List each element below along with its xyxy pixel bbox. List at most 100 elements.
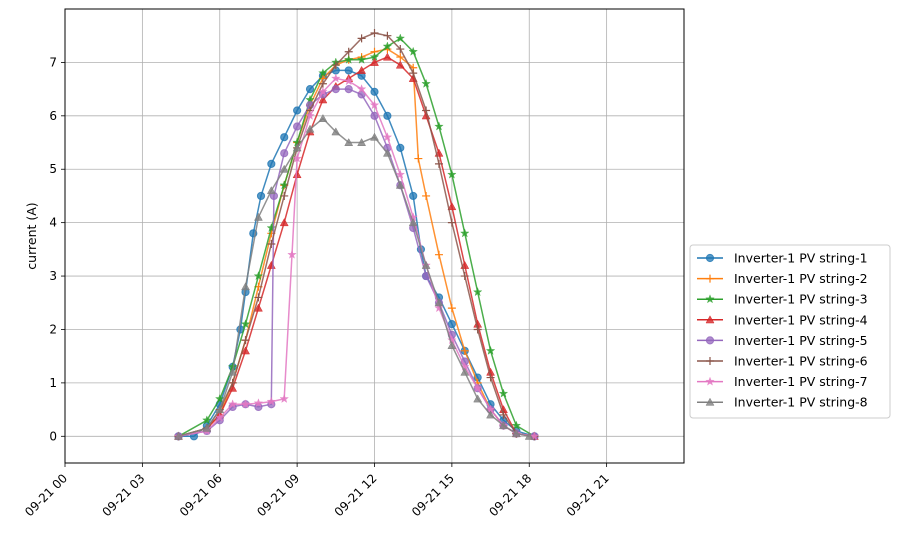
data-point bbox=[253, 398, 264, 408]
data-point bbox=[174, 431, 183, 440]
x-tick-label: 09-21 03 bbox=[99, 471, 147, 519]
data-point bbox=[344, 85, 353, 94]
legend-label: Inverter-1 PV string-3 bbox=[734, 292, 868, 307]
data-point bbox=[241, 282, 250, 291]
y-tick-label: 1 bbox=[49, 376, 57, 390]
data-point bbox=[409, 69, 418, 78]
data-point bbox=[305, 85, 315, 94]
data-point bbox=[331, 127, 341, 136]
x-tick-label: 09-21 09 bbox=[254, 471, 302, 519]
data-point bbox=[473, 325, 482, 334]
y-tick-label: 6 bbox=[49, 109, 57, 123]
data-point bbox=[240, 319, 251, 329]
data-point bbox=[228, 399, 238, 409]
series-8 bbox=[174, 113, 534, 440]
legend-item: Inverter-1 PV string-3 bbox=[697, 292, 868, 307]
data-point bbox=[460, 228, 470, 238]
y-tick-label: 2 bbox=[49, 322, 57, 336]
data-point bbox=[434, 298, 444, 307]
x-tick-label: 09-21 06 bbox=[177, 471, 225, 519]
data-point bbox=[395, 180, 405, 189]
legend-item: Inverter-1 PV string-6 bbox=[697, 354, 868, 369]
data-point bbox=[486, 373, 495, 382]
data-point bbox=[280, 191, 289, 200]
legend-item: Inverter-1 PV string-1 bbox=[697, 251, 868, 266]
legend-marker bbox=[706, 357, 714, 365]
legend-item: Inverter-1 PV string-4 bbox=[697, 312, 868, 327]
legend-marker bbox=[705, 397, 715, 406]
data-point bbox=[370, 132, 379, 141]
y-tick-label: 4 bbox=[49, 216, 57, 230]
data-point bbox=[395, 169, 405, 179]
data-point bbox=[529, 431, 540, 441]
data-point bbox=[266, 223, 276, 232]
legend-marker bbox=[705, 376, 715, 386]
data-point bbox=[447, 202, 457, 211]
data-point bbox=[240, 399, 251, 409]
data-point bbox=[215, 412, 225, 422]
series-5 bbox=[174, 85, 539, 441]
data-point bbox=[318, 95, 328, 104]
data-point bbox=[369, 100, 380, 110]
data-point bbox=[344, 47, 353, 56]
data-point bbox=[344, 66, 353, 75]
data-point bbox=[473, 383, 483, 393]
y-axis-label: current (A) bbox=[24, 202, 39, 269]
data-point bbox=[434, 121, 444, 131]
data-point bbox=[331, 73, 341, 83]
data-point bbox=[485, 345, 496, 355]
legend-item: Inverter-1 PV string-8 bbox=[697, 395, 868, 410]
data-point bbox=[408, 218, 418, 227]
data-point bbox=[254, 293, 263, 302]
data-point bbox=[202, 423, 212, 432]
data-point bbox=[318, 113, 328, 122]
data-point bbox=[422, 191, 431, 200]
data-point bbox=[228, 378, 237, 387]
data-point bbox=[318, 79, 327, 88]
series-line bbox=[178, 48, 535, 438]
data-point bbox=[409, 191, 418, 201]
data-point bbox=[292, 143, 302, 152]
legend-marker bbox=[705, 294, 715, 304]
data-point bbox=[473, 287, 483, 296]
data-point bbox=[318, 68, 328, 78]
data-point bbox=[460, 272, 469, 281]
data-point bbox=[499, 421, 508, 430]
x-tick-label: 09-21 18 bbox=[486, 471, 534, 519]
legend-label: Inverter-1 PV string-8 bbox=[734, 395, 868, 410]
data-point bbox=[267, 159, 276, 168]
data-point bbox=[422, 106, 431, 115]
data-point bbox=[447, 340, 457, 349]
data-point bbox=[447, 218, 456, 227]
y-axis: 0 1 2 3 4 5 6 7 bbox=[49, 55, 65, 443]
data-point bbox=[253, 271, 264, 280]
data-point bbox=[395, 33, 405, 43]
data-point bbox=[414, 154, 423, 163]
legend-label: Inverter-1 PV string-4 bbox=[734, 312, 868, 327]
data-point bbox=[498, 388, 509, 398]
data-point bbox=[344, 54, 354, 64]
legend-marker bbox=[705, 253, 715, 263]
data-point bbox=[357, 138, 367, 146]
data-point bbox=[447, 304, 456, 313]
data-point bbox=[293, 106, 302, 115]
data-point bbox=[344, 76, 354, 86]
data-point bbox=[280, 149, 289, 158]
data-point bbox=[305, 110, 315, 120]
x-tick-label: 09-21 12 bbox=[332, 471, 380, 519]
data-point bbox=[460, 367, 470, 376]
data-point bbox=[215, 394, 225, 403]
data-point bbox=[344, 138, 354, 146]
series-4 bbox=[174, 52, 539, 440]
legend-label: Inverter-1 PV string-6 bbox=[734, 354, 868, 369]
series-line bbox=[178, 69, 535, 438]
y-tick-label: 5 bbox=[49, 162, 57, 176]
data-point bbox=[408, 46, 418, 56]
data-point bbox=[331, 61, 340, 70]
data-point bbox=[279, 164, 289, 173]
data-point bbox=[511, 429, 521, 438]
x-axis: 09-21 00 09-21 03 09-21 06 09-21 09 09-21 12… bbox=[22, 463, 612, 519]
plot-series bbox=[173, 29, 540, 441]
